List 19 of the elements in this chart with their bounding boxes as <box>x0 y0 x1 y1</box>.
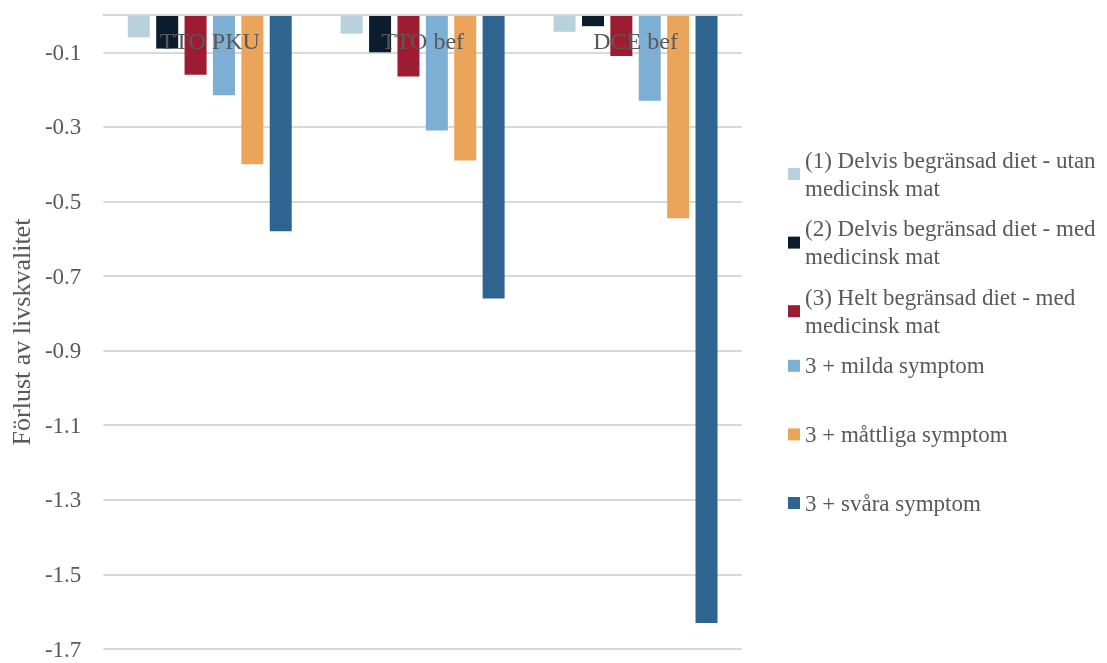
y-tick-label: -0.1 <box>44 39 82 65</box>
legend-label: (1) Delvis begränsad diet - utan medicinsk mat <box>805 147 1102 201</box>
y-axis-title: Förlust av livskvalitet <box>6 217 36 446</box>
y-tick-label: -1.3 <box>44 487 82 513</box>
legend-label: 3 + svåra symptom <box>805 490 981 516</box>
y-tick-label: -1.7 <box>44 636 82 662</box>
y-tick-label: -0.3 <box>44 114 82 140</box>
legend-label: (2) Delvis begränsad diet - med medicinsk mat <box>805 216 1102 270</box>
y-tick-label: -1.1 <box>44 412 82 438</box>
y-tick-label: -1.5 <box>44 561 82 587</box>
x-tick-label: TTO bef <box>381 28 465 54</box>
legend-label: 3 + milda symptom <box>805 353 985 379</box>
y-tick-label: -0.9 <box>44 338 82 364</box>
y-tick-label: -0.5 <box>44 188 82 214</box>
y-tick-label: -0.7 <box>44 263 82 289</box>
x-tick-label: DCE bef <box>593 28 678 54</box>
legend-label: 3 + måttliga symptom <box>805 421 1008 447</box>
legend-label: (3) Helt begränsad diet - med medicinsk mat <box>805 284 1081 338</box>
x-tick-label: TTO PKU <box>159 28 260 54</box>
